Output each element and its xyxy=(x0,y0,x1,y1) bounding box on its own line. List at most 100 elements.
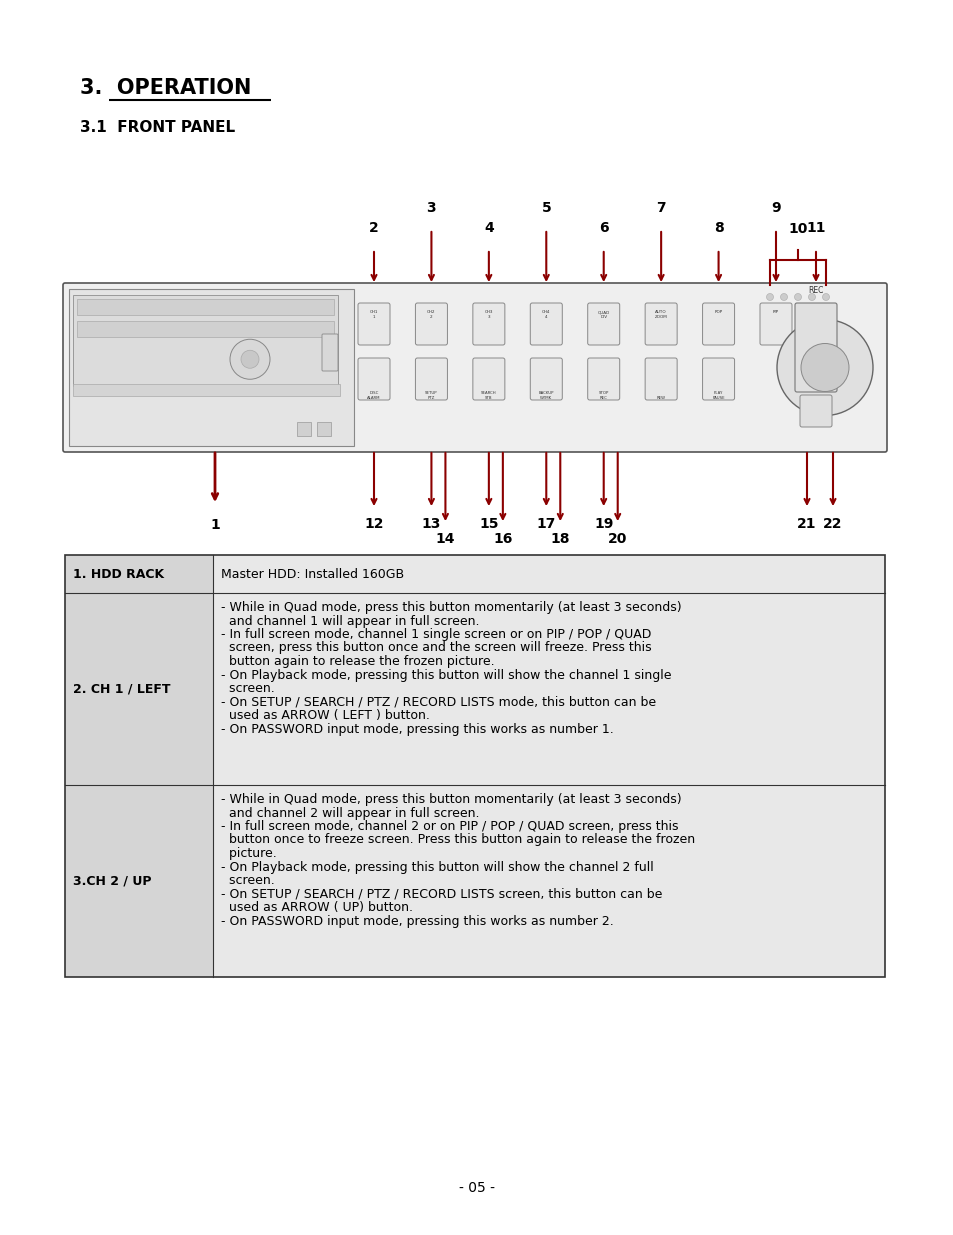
Text: STOP
REC: STOP REC xyxy=(598,391,608,400)
Text: 8: 8 xyxy=(713,221,722,235)
Text: 2: 2 xyxy=(369,221,378,235)
Text: 3: 3 xyxy=(426,201,436,215)
Bar xyxy=(213,555,884,593)
Text: BACKUP
WTMK: BACKUP WTMK xyxy=(538,391,554,400)
Text: 15: 15 xyxy=(478,517,498,531)
Bar xyxy=(296,422,311,436)
FancyBboxPatch shape xyxy=(644,303,677,345)
Text: PLAY
PAUSE: PLAY PAUSE xyxy=(712,391,724,400)
FancyBboxPatch shape xyxy=(357,358,390,400)
Text: 14: 14 xyxy=(436,532,455,546)
Text: AUTO
ZOOM: AUTO ZOOM xyxy=(654,310,667,319)
Circle shape xyxy=(765,294,773,300)
Text: 19: 19 xyxy=(594,517,613,531)
Circle shape xyxy=(230,340,270,379)
Bar xyxy=(69,289,354,446)
Text: and channel 1 will appear in full screen.: and channel 1 will appear in full screen… xyxy=(221,615,479,627)
FancyBboxPatch shape xyxy=(644,358,677,400)
Text: 20: 20 xyxy=(607,532,627,546)
FancyBboxPatch shape xyxy=(701,303,734,345)
Text: - While in Quad mode, press this button momentarily (at least 3 seconds): - While in Quad mode, press this button … xyxy=(221,793,680,806)
Text: 3.CH 2 / UP: 3.CH 2 / UP xyxy=(73,874,152,888)
Text: - On SETUP / SEARCH / PTZ / RECORD LISTS mode, this button can be: - On SETUP / SEARCH / PTZ / RECORD LISTS… xyxy=(221,695,656,709)
FancyBboxPatch shape xyxy=(760,303,791,345)
Text: 6: 6 xyxy=(598,221,608,235)
Circle shape xyxy=(807,294,815,300)
Circle shape xyxy=(794,294,801,300)
Circle shape xyxy=(801,343,848,391)
Circle shape xyxy=(241,351,258,368)
Text: 17: 17 xyxy=(536,517,556,531)
FancyBboxPatch shape xyxy=(63,283,886,452)
Text: 18: 18 xyxy=(550,532,570,546)
FancyBboxPatch shape xyxy=(587,303,619,345)
Bar xyxy=(77,299,334,315)
Text: CH4
4: CH4 4 xyxy=(541,310,550,319)
FancyBboxPatch shape xyxy=(415,303,447,345)
Text: REC: REC xyxy=(807,287,822,295)
Text: - In full screen mode, channel 1 single screen or on PIP / POP / QUAD: - In full screen mode, channel 1 single … xyxy=(221,629,651,641)
Text: 3.1  FRONT PANEL: 3.1 FRONT PANEL xyxy=(80,120,234,135)
Bar xyxy=(73,295,337,385)
Text: CH2
2: CH2 2 xyxy=(427,310,436,319)
Text: Master HDD: Installed 160GB: Master HDD: Installed 160GB xyxy=(221,568,404,580)
Text: CH1
1: CH1 1 xyxy=(370,310,377,319)
Text: 1: 1 xyxy=(210,517,219,532)
Text: 3.  OPERATION: 3. OPERATION xyxy=(80,78,251,98)
Bar xyxy=(65,593,213,785)
Text: 22: 22 xyxy=(822,517,841,531)
Circle shape xyxy=(780,294,786,300)
FancyBboxPatch shape xyxy=(322,333,337,370)
Text: used as ARROW ( UP) button.: used as ARROW ( UP) button. xyxy=(221,902,413,914)
Text: SEARCH
STB: SEARCH STB xyxy=(480,391,497,400)
Text: 5: 5 xyxy=(541,201,551,215)
Text: used as ARROW ( LEFT ) button.: used as ARROW ( LEFT ) button. xyxy=(221,709,430,722)
Text: screen, press this button once and the screen will freeze. Press this: screen, press this button once and the s… xyxy=(221,641,651,655)
Bar xyxy=(316,422,331,436)
Text: - On SETUP / SEARCH / PTZ / RECORD LISTS screen, this button can be: - On SETUP / SEARCH / PTZ / RECORD LISTS… xyxy=(221,888,661,900)
Text: - 05 -: - 05 - xyxy=(458,1181,495,1195)
Circle shape xyxy=(821,294,828,300)
Text: - On Playback mode, pressing this button will show the channel 2 full: - On Playback mode, pressing this button… xyxy=(221,861,653,873)
Bar xyxy=(213,593,884,785)
FancyBboxPatch shape xyxy=(357,303,390,345)
Text: REW: REW xyxy=(656,396,665,400)
Text: 4: 4 xyxy=(483,221,494,235)
Text: 10: 10 xyxy=(787,222,807,236)
Text: button again to release the frozen picture.: button again to release the frozen pictu… xyxy=(221,655,494,668)
Bar xyxy=(65,785,213,977)
Text: 11: 11 xyxy=(805,221,825,235)
Text: 12: 12 xyxy=(364,517,383,531)
Text: POP: POP xyxy=(714,310,722,314)
Text: 9: 9 xyxy=(770,201,780,215)
Circle shape xyxy=(776,320,872,415)
Text: 2. CH 1 / LEFT: 2. CH 1 / LEFT xyxy=(73,683,171,695)
Text: PIP: PIP xyxy=(772,310,779,314)
Text: CH3
3: CH3 3 xyxy=(484,310,493,319)
Text: - On PASSWORD input mode, pressing this works as number 2.: - On PASSWORD input mode, pressing this … xyxy=(221,914,613,927)
Text: - While in Quad mode, press this button momentarily (at least 3 seconds): - While in Quad mode, press this button … xyxy=(221,601,680,614)
Bar xyxy=(213,785,884,977)
FancyBboxPatch shape xyxy=(415,358,447,400)
Bar xyxy=(73,384,339,396)
FancyBboxPatch shape xyxy=(473,358,504,400)
Text: 21: 21 xyxy=(797,517,816,531)
FancyBboxPatch shape xyxy=(473,303,504,345)
FancyBboxPatch shape xyxy=(794,303,836,391)
Text: button once to freeze screen. Press this button again to release the frozen: button once to freeze screen. Press this… xyxy=(221,834,695,846)
Text: screen.: screen. xyxy=(221,682,274,695)
Text: screen.: screen. xyxy=(221,874,274,887)
Text: - In full screen mode, channel 2 or on PIP / POP / QUAD screen, press this: - In full screen mode, channel 2 or on P… xyxy=(221,820,678,832)
FancyBboxPatch shape xyxy=(701,358,734,400)
Text: SETUP
PTZ: SETUP PTZ xyxy=(425,391,437,400)
FancyBboxPatch shape xyxy=(800,395,831,427)
Bar xyxy=(77,321,334,337)
Text: 16: 16 xyxy=(493,532,512,546)
Text: DISC
ALARM: DISC ALARM xyxy=(367,391,380,400)
Text: and channel 2 will appear in full screen.: and channel 2 will appear in full screen… xyxy=(221,806,479,820)
FancyBboxPatch shape xyxy=(530,303,561,345)
Bar xyxy=(65,555,213,593)
Text: 1. HDD RACK: 1. HDD RACK xyxy=(73,568,164,580)
Text: - On Playback mode, pressing this button will show the channel 1 single: - On Playback mode, pressing this button… xyxy=(221,668,671,682)
Text: picture.: picture. xyxy=(221,847,276,860)
